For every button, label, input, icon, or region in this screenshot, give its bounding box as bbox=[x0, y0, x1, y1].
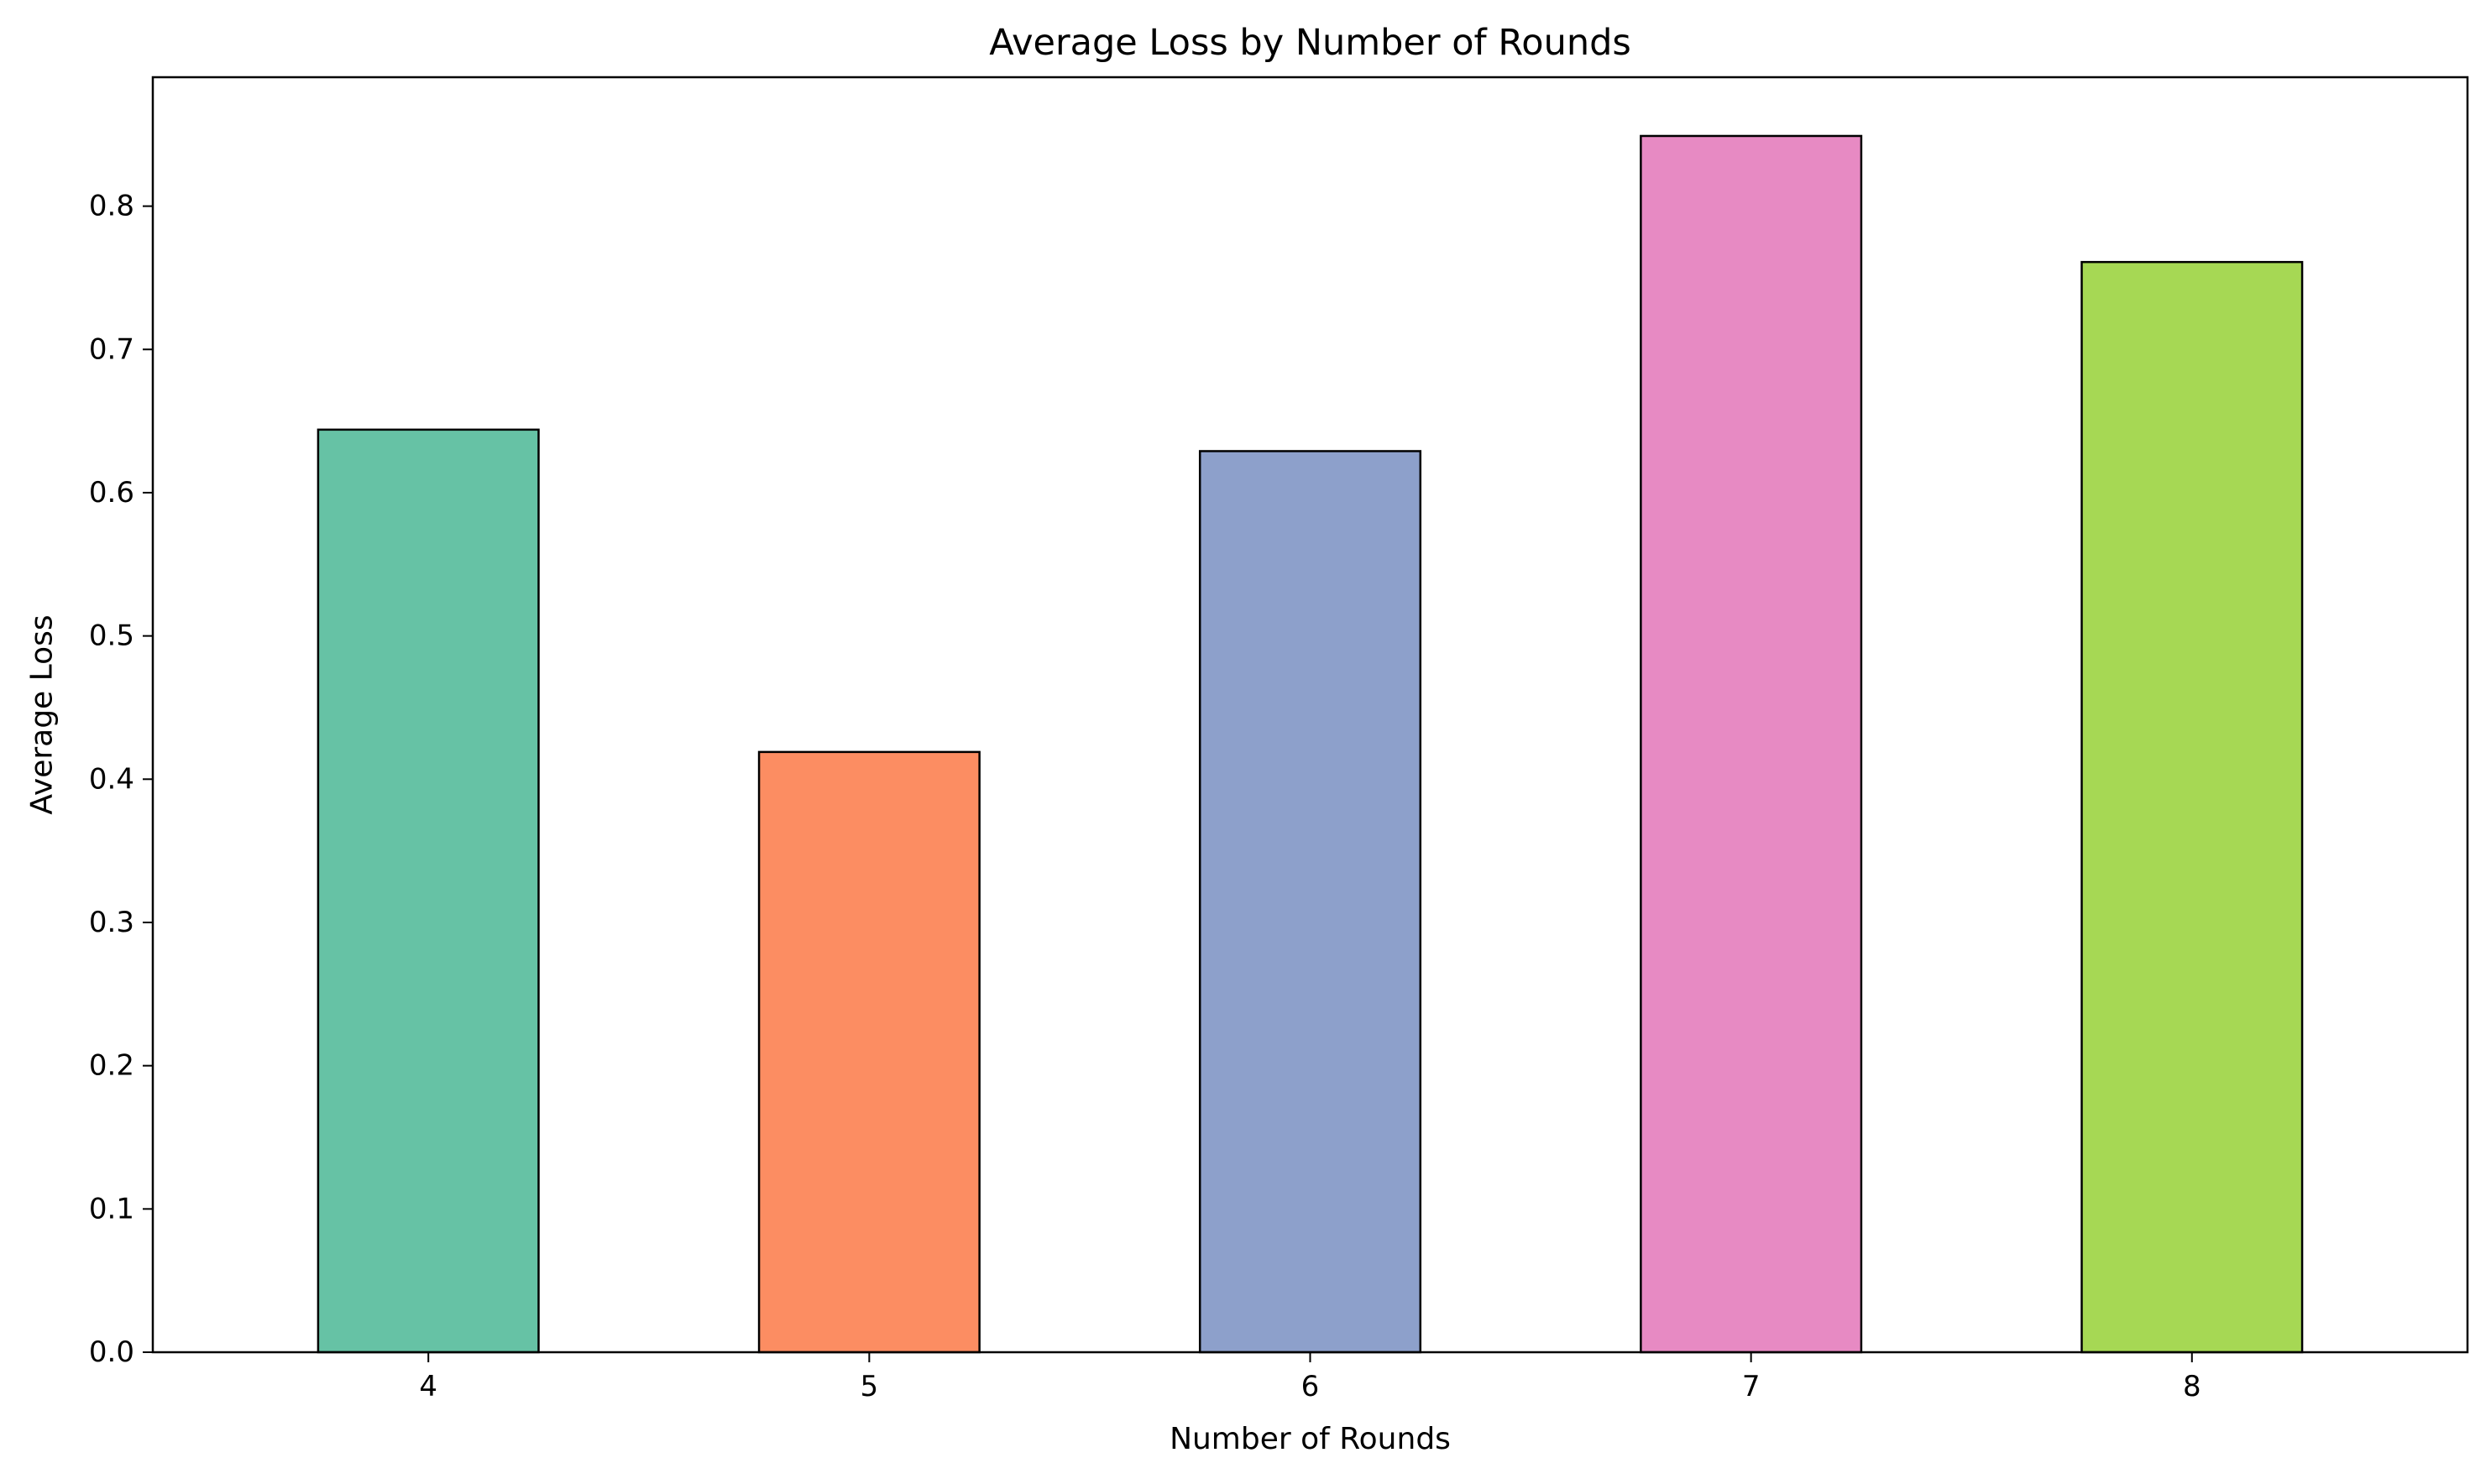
x-tick-label: 7 bbox=[1742, 1370, 1761, 1403]
y-tick-label: 0.7 bbox=[89, 332, 134, 366]
y-tick-label: 0.6 bbox=[89, 476, 134, 509]
y-tick-label: 0.1 bbox=[89, 1192, 134, 1225]
bar-7 bbox=[1640, 134, 1863, 1354]
y-axis: 0.0 0.1 0.2 0.3 0.4 0.5 0.6 0.7 0.8 bbox=[89, 190, 153, 1369]
y-tick-label: 0.8 bbox=[89, 190, 134, 223]
bars-layer bbox=[317, 134, 2304, 1354]
chart-title: Average Loss by Number of Rounds bbox=[989, 22, 1631, 64]
y-tick-label: 0.5 bbox=[89, 619, 134, 653]
y-tick-label: 0.0 bbox=[89, 1335, 134, 1369]
x-tick-label: 8 bbox=[2183, 1370, 2201, 1403]
x-axis: 4 5 6 7 8 bbox=[419, 1352, 2201, 1403]
bar-5 bbox=[757, 750, 981, 1354]
x-tick-label: 5 bbox=[861, 1370, 879, 1403]
bar-8 bbox=[2080, 260, 2304, 1354]
y-axis-title: Average Loss bbox=[25, 614, 60, 814]
y-tick-label: 0.4 bbox=[89, 762, 134, 796]
bar-6 bbox=[1198, 450, 1422, 1354]
y-tick-label: 0.3 bbox=[89, 906, 134, 939]
x-axis-title: Number of Rounds bbox=[1170, 1422, 1451, 1456]
x-tick-label: 6 bbox=[1301, 1370, 1320, 1403]
x-tick-label: 4 bbox=[419, 1370, 437, 1403]
bar-4 bbox=[317, 428, 540, 1354]
y-tick-label: 0.2 bbox=[89, 1049, 134, 1083]
